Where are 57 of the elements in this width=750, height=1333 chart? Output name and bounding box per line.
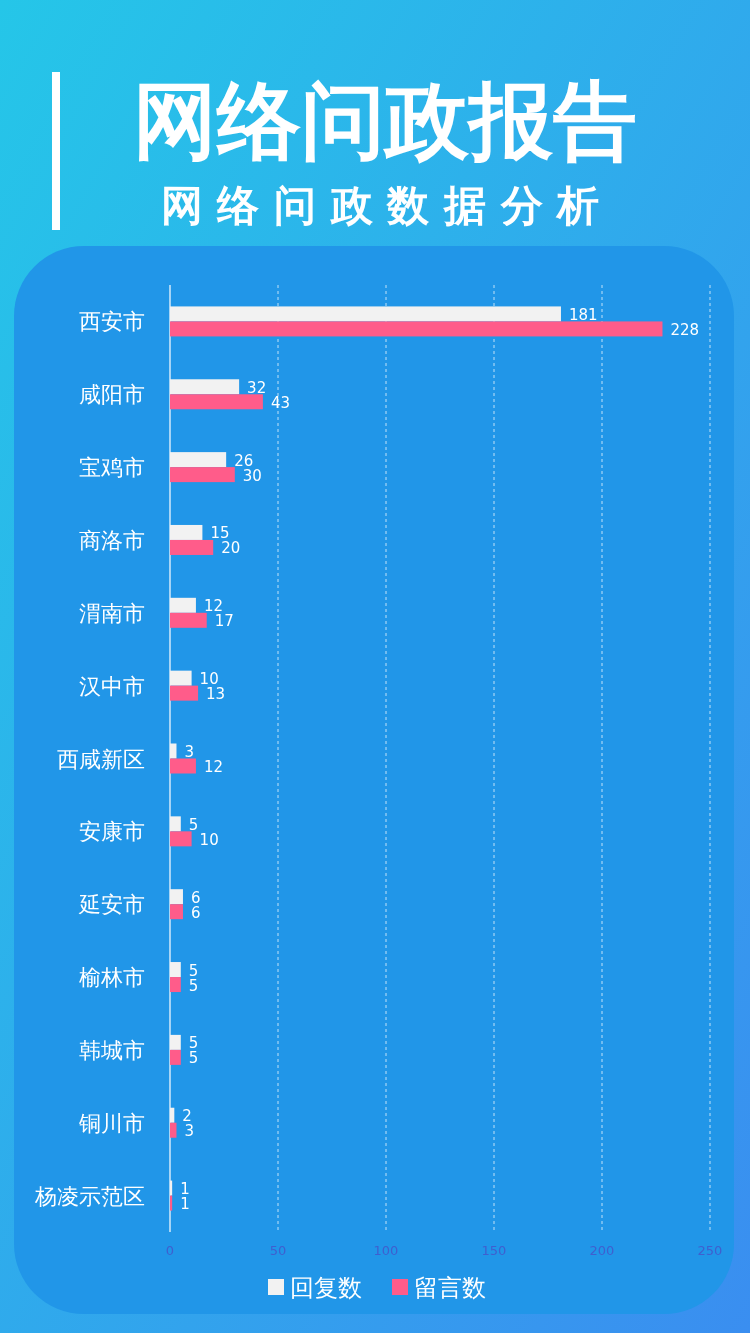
chart-title: 网络问政报告 bbox=[133, 72, 637, 170]
bar bbox=[170, 1122, 177, 1138]
data-label: 17 bbox=[214, 612, 234, 631]
bar bbox=[170, 379, 240, 395]
data-label: 3 bbox=[184, 1122, 195, 1141]
bar bbox=[170, 816, 181, 832]
bar bbox=[170, 685, 199, 701]
y-tick-label: 西咸新区 bbox=[57, 746, 145, 772]
bar bbox=[170, 904, 183, 920]
bar bbox=[170, 831, 192, 847]
bar bbox=[170, 670, 192, 686]
bar bbox=[170, 1049, 181, 1065]
y-tick-label: 延安市 bbox=[78, 892, 145, 918]
bar bbox=[170, 1195, 173, 1211]
legend-label: 回复数 bbox=[290, 1274, 362, 1302]
y-tick-label: 西安市 bbox=[79, 309, 145, 335]
bar bbox=[170, 321, 663, 337]
y-tick-label: 榆林市 bbox=[79, 965, 145, 991]
y-tick-label: 安康市 bbox=[79, 819, 145, 845]
data-label: 5 bbox=[188, 1049, 199, 1068]
data-label: 10 bbox=[199, 830, 219, 849]
bar bbox=[170, 743, 177, 759]
bar bbox=[170, 612, 207, 628]
bar bbox=[170, 1180, 173, 1196]
bar bbox=[170, 524, 203, 540]
data-label: 5 bbox=[188, 815, 199, 834]
y-tick-label: 渭南市 bbox=[79, 600, 145, 626]
bar bbox=[170, 758, 196, 774]
legend-label: 留言数 bbox=[414, 1274, 486, 1302]
bar bbox=[170, 452, 227, 468]
data-label: 20 bbox=[221, 539, 241, 558]
bar bbox=[170, 467, 235, 483]
chart-subtitle: 网 络 问 政 数 据 分 析 bbox=[160, 181, 600, 230]
y-tick-label: 宝鸡市 bbox=[79, 455, 145, 481]
y-tick-label: 咸阳市 bbox=[79, 382, 145, 408]
y-tick-label: 汉中市 bbox=[79, 673, 145, 699]
data-label: 43 bbox=[270, 393, 290, 412]
data-label: 3 bbox=[184, 743, 195, 761]
bar bbox=[170, 889, 183, 905]
data-label: 12 bbox=[203, 758, 224, 776]
bar bbox=[170, 539, 214, 555]
y-tick-label: 商洛市 bbox=[79, 527, 145, 553]
data-label: 1 bbox=[180, 1195, 190, 1214]
bar bbox=[170, 394, 263, 410]
data-label: 13 bbox=[206, 685, 226, 704]
data-label: 181 bbox=[568, 305, 598, 324]
bar bbox=[170, 977, 181, 993]
bar bbox=[170, 1107, 175, 1123]
data-label: 32 bbox=[247, 378, 267, 397]
data-label: 228 bbox=[670, 320, 700, 339]
bar bbox=[170, 597, 196, 613]
bar bbox=[170, 306, 561, 322]
bar bbox=[170, 1034, 181, 1050]
y-tick-label: 杨凌示范区 bbox=[34, 1183, 145, 1209]
y-tick-label: 铜川市 bbox=[78, 1110, 145, 1136]
bar bbox=[170, 962, 181, 978]
y-tick-label: 韩城市 bbox=[79, 1037, 145, 1063]
